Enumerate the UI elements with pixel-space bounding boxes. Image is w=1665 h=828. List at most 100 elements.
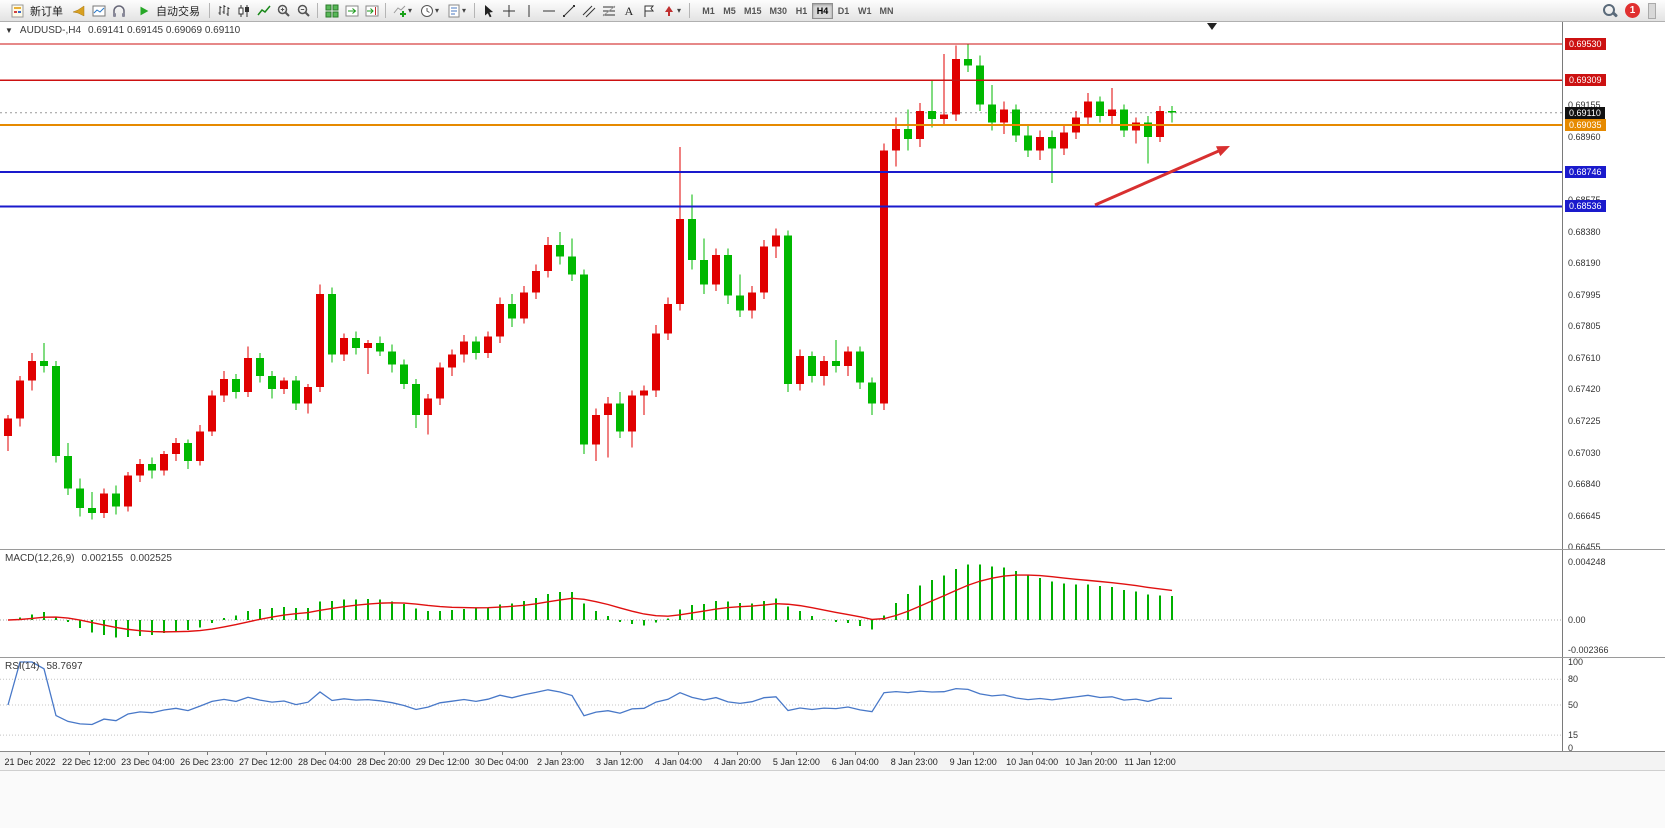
price-axis-label: 0.66455 <box>1568 541 1601 549</box>
timeframe-m1-button[interactable]: M1 <box>698 3 719 19</box>
time-axis-tick <box>973 752 975 755</box>
candle-bear <box>1048 137 1056 149</box>
timeframe-m15-button[interactable]: M15 <box>740 3 766 19</box>
crosshair-icon[interactable] <box>499 2 518 20</box>
time-axis-label: 3 Jan 12:00 <box>595 757 644 767</box>
candle-bull <box>28 361 36 381</box>
time-axis-label: 23 Dec 04:00 <box>121 757 175 767</box>
trendline-icon[interactable] <box>559 2 578 20</box>
toolbar-overflow-button[interactable] <box>1648 2 1656 19</box>
price-badge: 0.68746 <box>1565 166 1606 179</box>
text-icon[interactable]: A <box>619 2 638 20</box>
timeframe-m5-button[interactable]: M5 <box>719 3 740 19</box>
candle-bear <box>568 256 576 275</box>
indicators-dropdown-caret[interactable]: ▾ <box>408 6 413 15</box>
price-axis-label: 0.68575 <box>1568 195 1601 205</box>
timeframe-h1-button[interactable]: H1 <box>791 3 812 19</box>
trend-arrow-head[interactable] <box>1216 146 1230 157</box>
timeframe-m30-button[interactable]: M30 <box>766 3 792 19</box>
time-axis-label: 2 Jan 23:00 <box>537 757 585 767</box>
candle-bear <box>508 303 516 319</box>
candle-bull <box>196 431 204 461</box>
fibonacci-icon[interactable] <box>599 2 618 20</box>
periods-dropdown-caret[interactable]: ▾ <box>435 6 440 15</box>
candle-bull <box>436 367 444 399</box>
time-axis-label: 21 Dec 2022 <box>4 757 56 767</box>
data-window-icon[interactable] <box>109 2 128 20</box>
auto-scroll-icon[interactable] <box>342 2 361 20</box>
macd-plot[interactable]: MACD(12,26,9) 0.002155 0.002525 <box>0 550 1563 658</box>
label-icon[interactable] <box>639 2 658 20</box>
timeframe-h4-button[interactable]: H4 <box>812 2 834 19</box>
top-marker-icon[interactable] <box>1207 23 1217 30</box>
macd-axis[interactable]: 0.004248 0.00 -0.002366 <box>1563 550 1664 657</box>
candle-bull <box>1132 122 1140 131</box>
candle-bull <box>544 245 552 272</box>
macd-value-main: 0.002155 <box>81 553 124 564</box>
periods-icon[interactable] <box>417 2 436 20</box>
candle-bull <box>136 464 144 476</box>
zoom-in-icon[interactable] <box>274 2 293 20</box>
indicators-icon[interactable] <box>390 2 409 20</box>
candle-bull <box>316 294 324 388</box>
new-order-button[interactable]: 新订单 <box>3 2 68 20</box>
time-axis[interactable]: 21 Dec 2022 22 Dec 12:00 23 Dec 04:00 26 De… <box>0 751 1665 771</box>
auto-trading-button[interactable]: 自动交易 <box>129 2 205 20</box>
toolbar-separator <box>689 3 690 18</box>
candle-bull <box>484 336 492 353</box>
price-axis-label: 0.67030 <box>1568 447 1601 458</box>
horn-icon[interactable] <box>69 2 88 20</box>
candle-bull <box>664 303 672 334</box>
candle-bear <box>1012 109 1020 136</box>
rsi-axis[interactable]: 100 80 50 15 0 <box>1563 658 1664 751</box>
templates-dropdown-caret[interactable]: ▾ <box>462 6 467 15</box>
candle-bull <box>208 395 216 432</box>
notification-badge[interactable]: 1 <box>1625 3 1640 18</box>
candle-bull <box>748 292 756 311</box>
candle-bear <box>88 508 96 514</box>
time-axis-label: 26 Dec 23:00 <box>180 757 234 767</box>
horizontal-line-icon[interactable] <box>539 2 558 20</box>
tile-windows-icon[interactable] <box>322 2 341 20</box>
chart-shift-icon[interactable] <box>362 2 381 20</box>
search-icon[interactable] <box>1602 3 1617 18</box>
price-axis[interactable]: 0.69155 0.68960 0.68575 0.68380 0.68190 0.679… <box>1563 22 1664 549</box>
main-chart-plot[interactable]: ▼ AUDUSD-,H4 0.69141 0.69145 0.69069 0.6… <box>0 22 1563 549</box>
time-axis-tick <box>147 752 149 755</box>
channel-icon[interactable] <box>579 2 598 20</box>
bar-chart-icon[interactable] <box>214 2 233 20</box>
templates-icon[interactable] <box>444 2 463 20</box>
arrows-dropdown-caret[interactable]: ▾ <box>677 6 682 15</box>
candle-bull <box>244 357 252 393</box>
candle-bull <box>796 356 804 384</box>
price-axis-label: 0.66840 <box>1568 478 1601 489</box>
candle-bull <box>280 380 288 389</box>
candlestick-chart-icon[interactable] <box>234 2 253 20</box>
candle-bear <box>904 129 912 139</box>
candle-bull <box>652 333 660 391</box>
timeframe-w1-button[interactable]: W1 <box>854 3 876 19</box>
trend-arrow-line[interactable] <box>1094 147 1224 207</box>
price-axis-label: 0.66645 <box>1568 510 1601 521</box>
rsi-plot[interactable]: RSI(14) 58.7697 <box>0 658 1563 752</box>
price-badge: 0.69530 <box>1565 38 1606 51</box>
candle-bear <box>76 488 84 509</box>
new-order-icon <box>8 2 27 20</box>
candle-bear <box>988 104 996 123</box>
rsi-axis-label: 0 <box>1568 743 1574 751</box>
candle-bull <box>952 58 960 115</box>
vertical-line-icon[interactable] <box>519 2 538 20</box>
line-chart-icon[interactable] <box>254 2 273 20</box>
arrows-icon[interactable] <box>659 2 678 20</box>
timeframe-mn-button[interactable]: MN <box>876 3 898 19</box>
macd-value-signal: 0.002525 <box>130 553 172 564</box>
candle-bull <box>460 341 468 355</box>
time-axis-label: 11 Jan 12:00 <box>1124 757 1176 767</box>
zoom-out-icon[interactable] <box>294 2 313 20</box>
cursor-icon[interactable] <box>479 2 498 20</box>
time-axis-tick <box>1150 752 1152 755</box>
timeframe-d1-button[interactable]: D1 <box>833 3 854 19</box>
collapse-triangle-icon[interactable]: ▼ <box>5 26 13 35</box>
time-axis-tick <box>442 752 444 755</box>
market-watch-icon[interactable] <box>89 2 108 20</box>
